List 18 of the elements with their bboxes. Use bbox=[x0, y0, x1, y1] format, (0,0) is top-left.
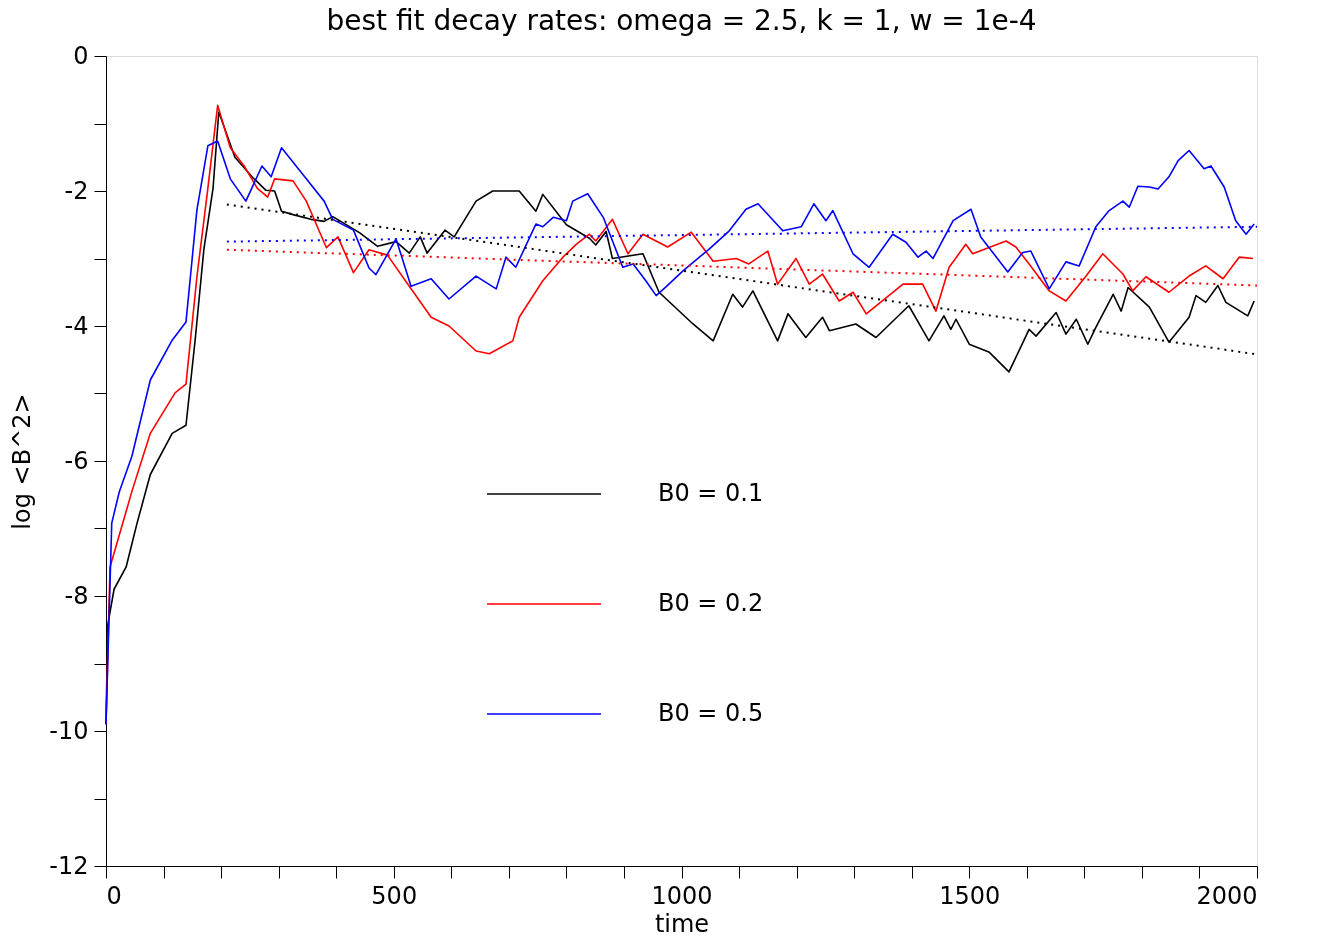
chart-title: best fit decay rates: omega = 2.5, k = 1, w = 1e-4 bbox=[326, 4, 1037, 37]
y-tick-label: -6 bbox=[64, 446, 89, 475]
x-axis-title: time bbox=[654, 909, 710, 938]
legend-label: B0 = 0.5 bbox=[658, 699, 764, 727]
x-tick-label: 1000 bbox=[651, 881, 713, 910]
legend-label: B0 = 0.2 bbox=[658, 589, 764, 617]
y-tick-label: -8 bbox=[64, 581, 89, 610]
y-tick-label: 0 bbox=[73, 41, 89, 70]
y-tick-label: -4 bbox=[64, 311, 89, 340]
y-tick-label: -10 bbox=[49, 716, 89, 745]
x-tick-label: 500 bbox=[371, 881, 418, 910]
x-tick-label: 2000 bbox=[1196, 881, 1258, 910]
y-tick-label: -12 bbox=[49, 851, 89, 880]
y-axis-title: log <B^2> bbox=[8, 393, 37, 530]
x-tick-label: 0 bbox=[106, 881, 122, 910]
legend-label: B0 = 0.1 bbox=[658, 479, 764, 507]
y-tick-label: -2 bbox=[64, 176, 89, 205]
x-tick-label: 1500 bbox=[939, 881, 1001, 910]
